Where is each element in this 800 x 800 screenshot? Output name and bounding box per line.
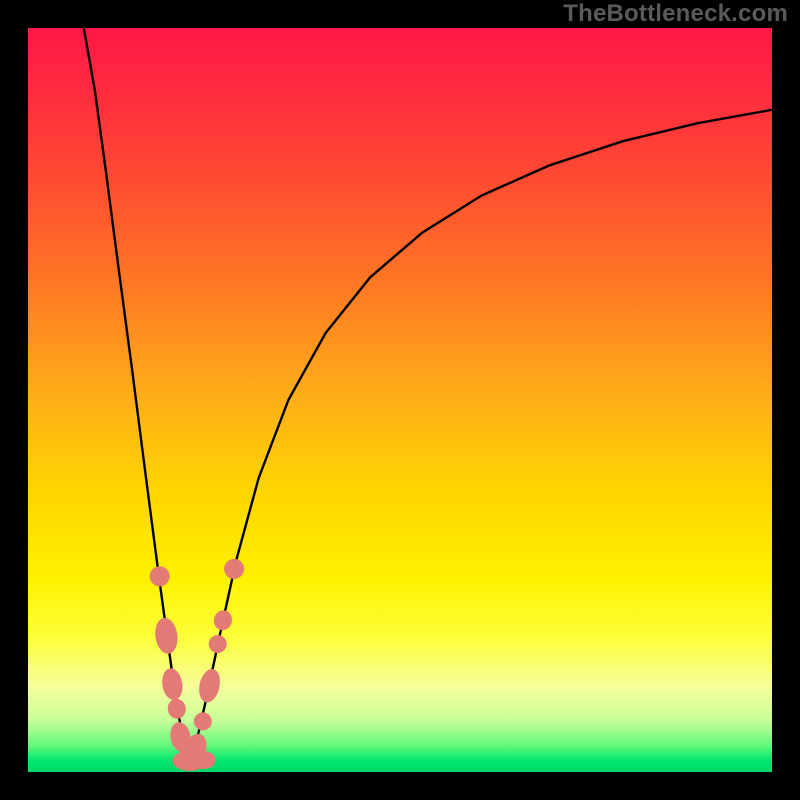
- chart-root: TheBottleneck.com: [0, 0, 800, 800]
- bead: [192, 751, 216, 769]
- plot-area: [28, 28, 772, 772]
- plot-svg: [28, 28, 772, 772]
- plot-background: [28, 28, 772, 772]
- watermark-text: TheBottleneck.com: [563, 0, 788, 28]
